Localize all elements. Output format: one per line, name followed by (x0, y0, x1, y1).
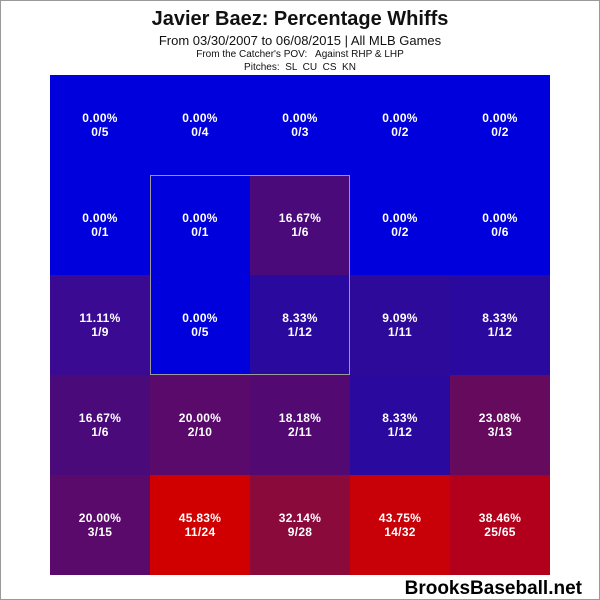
cell-percentage: 20.00% (78, 511, 122, 525)
heatmap-cell: 8.33% 1/12 (250, 275, 350, 375)
heatmap-cell: 8.33% 1/12 (450, 275, 550, 375)
cell-percentage: 38.46% (478, 511, 522, 525)
cell-percentage: 16.67% (278, 211, 322, 225)
pov-label: From the Catcher's POV: (196, 49, 308, 60)
cell-fraction: 0/1 (191, 225, 209, 239)
cell-percentage: 8.33% (282, 311, 318, 325)
pov-value: Against RHP & LHP (315, 49, 404, 60)
cell-fraction: 1/11 (388, 325, 412, 339)
cell-fraction: 25/65 (484, 525, 516, 539)
heatmap-cell: 20.00% 3/15 (50, 475, 150, 575)
cell-percentage: 0.00% (282, 111, 318, 125)
heatmap-cell: 0.00% 0/5 (50, 75, 150, 175)
watermark: BrooksBaseball.net (404, 578, 582, 599)
cell-fraction: 1/12 (287, 325, 313, 339)
cell-percentage: 0.00% (82, 111, 118, 125)
cell-fraction: 3/13 (487, 425, 513, 439)
cell-fraction: 0/3 (291, 125, 309, 139)
cell-percentage: 0.00% (382, 211, 418, 225)
cell-percentage: 23.08% (478, 411, 522, 425)
heatmap-cell: 20.00% 2/10 (150, 375, 250, 475)
cell-percentage: 8.33% (382, 411, 418, 425)
cell-fraction: 14/32 (384, 525, 416, 539)
cell-fraction: 0/4 (191, 125, 209, 139)
cell-fraction: 0/5 (191, 325, 209, 339)
cell-percentage: 0.00% (182, 111, 218, 125)
heatmap-cell: 0.00% 0/5 (150, 275, 250, 375)
cell-percentage: 0.00% (182, 311, 218, 325)
cell-fraction: 11/24 (184, 525, 216, 539)
cell-percentage: 43.75% (378, 511, 422, 525)
cell-fraction: 2/11 (288, 425, 312, 439)
cell-percentage: 0.00% (82, 211, 118, 225)
cell-fraction: 0/2 (391, 225, 409, 239)
cell-fraction: 1/6 (291, 225, 309, 239)
cell-fraction: 2/10 (187, 425, 213, 439)
heatmap-cell: 0.00% 0/2 (350, 175, 450, 275)
heatmap-cell: 16.67% 1/6 (250, 175, 350, 275)
cell-fraction: 0/1 (91, 225, 109, 239)
heatmap-cell: 32.14% 9/28 (250, 475, 350, 575)
heatmap-cell: 0.00% 0/2 (350, 75, 450, 175)
heatmap-cell: 0.00% 0/6 (450, 175, 550, 275)
cell-fraction: 3/15 (87, 525, 113, 539)
heatmap-cell: 38.46% 25/65 (450, 475, 550, 575)
heatmap-cell: 18.18% 2/11 (250, 375, 350, 475)
cell-percentage: 0.00% (382, 111, 418, 125)
heatmap-cell: 0.00% 0/3 (250, 75, 350, 175)
pov-line: From the Catcher's POV: Against RHP & LH… (0, 49, 600, 60)
cell-percentage: 16.67% (78, 411, 122, 425)
cell-percentage: 45.83% (178, 511, 222, 525)
cell-fraction: 0/2 (491, 125, 509, 139)
heatmap-cell: 0.00% 0/1 (150, 175, 250, 275)
cell-percentage: 0.00% (482, 111, 518, 125)
heatmap-cell: 11.11% 1/9 (50, 275, 150, 375)
cell-percentage: 20.00% (178, 411, 222, 425)
heatmap-cell: 0.00% 0/1 (50, 175, 150, 275)
chart-title: Javier Baez: Percentage Whiffs (151, 8, 449, 30)
heatmap-cell: 43.75% 14/32 (350, 475, 450, 575)
cell-fraction: 1/6 (91, 425, 109, 439)
heatmap-cell: 9.09% 1/11 (350, 275, 450, 375)
heatmap-grid: 0.00% 0/5 0.00% 0/4 0.00% 0/3 0.00% 0/2 0.00% 0/2… (50, 75, 550, 575)
heatmap-cell: 23.08% 3/13 (450, 375, 550, 475)
heatmap-cell: 45.83% 11/24 (150, 475, 250, 575)
cell-fraction: 1/9 (91, 325, 109, 339)
cell-fraction: 0/2 (391, 125, 409, 139)
cell-percentage: 11.11% (79, 311, 121, 325)
cell-fraction: 0/5 (91, 125, 109, 139)
pitches-line: Pitches: SL CU CS KN (0, 62, 600, 73)
cell-percentage: 9.09% (382, 311, 418, 325)
cell-percentage: 0.00% (182, 211, 218, 225)
cell-fraction: 1/12 (487, 325, 513, 339)
cell-fraction: 9/28 (287, 525, 313, 539)
cell-percentage: 0.00% (482, 211, 518, 225)
heatmap-cell: 0.00% 0/4 (150, 75, 250, 175)
heatmap-cell: 8.33% 1/12 (350, 375, 450, 475)
pitches-label: Pitches: (244, 62, 280, 73)
chart-subtitle: From 03/30/2007 to 06/08/2015 | All MLB … (158, 33, 442, 48)
cell-fraction: 1/12 (387, 425, 413, 439)
heatmap-cell: 16.67% 1/6 (50, 375, 150, 475)
cell-percentage: 32.14% (278, 511, 322, 525)
heatmap-cell: 0.00% 0/2 (450, 75, 550, 175)
cell-fraction: 0/6 (491, 225, 509, 239)
pitches-value: SL CU CS KN (285, 62, 356, 73)
cell-percentage: 8.33% (482, 311, 518, 325)
cell-percentage: 18.18% (278, 411, 322, 425)
